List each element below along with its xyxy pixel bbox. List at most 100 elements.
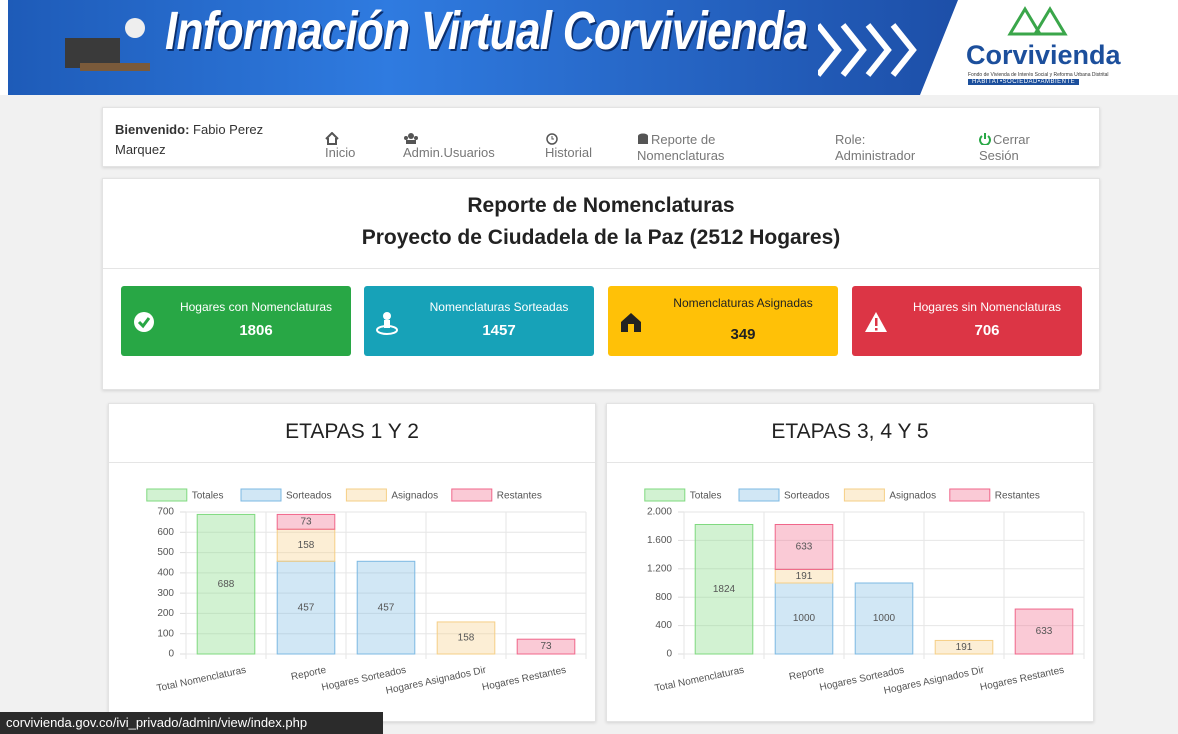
data-label: 191	[956, 642, 973, 653]
tagline: HÁBITAT•SOCIEDAD•AMBIENTE	[968, 79, 1079, 85]
data-label: 73	[540, 641, 552, 652]
data-label: 158	[458, 633, 475, 644]
x-tick-label: Hogares Restantes	[481, 665, 567, 694]
chart-panel: ETAPAS 3, 4 Y 5 0 400 800 1.200 1.600 2.000 To…	[606, 403, 1094, 722]
x-tick-label: Reporte	[290, 665, 328, 683]
banner-chevrons	[818, 20, 918, 80]
data-label: 457	[378, 602, 395, 613]
y-tick-label: 800	[655, 592, 672, 603]
banner-title: Información Virtual Corvivienda	[165, 0, 807, 62]
legend-label: Totales	[690, 491, 722, 502]
welcome-label: Bienvenido:	[115, 122, 189, 137]
y-tick-label: 500	[157, 547, 174, 558]
welcome: Bienvenido: Fabio Perez Marquez	[115, 120, 295, 160]
card-label: Hogares sin Nomenclaturas	[892, 300, 1082, 314]
data-label: 633	[1036, 626, 1053, 637]
nav-link[interactable]: Admin.Usuarios	[403, 132, 523, 161]
legend-label: Restantes	[497, 491, 542, 502]
data-label: 73	[300, 516, 312, 527]
page: Información Virtual Corvivienda Corvivie…	[0, 0, 1178, 734]
logo-icon	[1005, 4, 1075, 38]
x-tick-label: Hogares Restantes	[979, 665, 1065, 694]
stat-card: Nomenclaturas Sorteadas 1457	[364, 286, 594, 356]
y-tick-label: 1.200	[647, 563, 672, 574]
nav-link[interactable]: Inicio	[325, 132, 385, 161]
data-label: 688	[218, 579, 235, 590]
icon	[864, 311, 888, 333]
legend-swatch	[241, 489, 281, 501]
data-label: 1000	[873, 613, 896, 624]
legend-label: Asignados	[889, 491, 936, 502]
chart-title: ETAPAS 1 Y 2	[109, 420, 595, 444]
legend-label: Asignados	[391, 491, 438, 502]
x-tick-label: Total Nomenclaturas	[156, 665, 247, 695]
legend-swatch	[950, 489, 990, 501]
y-tick-label: 100	[157, 628, 174, 639]
card-value: 706	[892, 322, 1082, 339]
legend-swatch	[147, 489, 187, 501]
card-value: 1457	[404, 322, 594, 339]
card-value: 349	[648, 326, 838, 343]
legend-swatch	[346, 489, 386, 501]
icon	[403, 132, 419, 145]
legend-label: Totales	[192, 491, 224, 502]
banner: Información Virtual Corvivienda Corvivie…	[0, 0, 1178, 95]
divider	[103, 268, 1099, 269]
icon	[376, 311, 398, 335]
card-label: Nomenclaturas Asignadas	[648, 296, 838, 310]
chart-panel: ETAPAS 1 Y 2 0100200300400500600700Total…	[108, 403, 596, 722]
banner-illustration	[60, 8, 160, 93]
logo-subtitle: Fondo de Vivienda de Interés Social y Re…	[968, 72, 1109, 78]
y-tick-label: 600	[157, 527, 174, 538]
report-title: Reporte de Nomenclaturas	[103, 194, 1099, 218]
nav-label[interactable]: Inicio	[325, 145, 355, 160]
legend-label: Restantes	[995, 491, 1040, 502]
y-tick-label: 200	[157, 608, 174, 619]
y-tick-label: 700	[157, 507, 174, 518]
nav-label[interactable]: Reporte de Nomenclaturas	[637, 132, 724, 163]
nav-label[interactable]: Admin.Usuarios	[403, 145, 495, 160]
stat-card: Hogares con Nomenclaturas 1806	[121, 286, 351, 356]
report-subtitle: Proyecto de Ciudadela de la Paz (2512 Ho…	[103, 226, 1099, 250]
status-bar: corvivienda.gov.co/ivi_privado/admin/vie…	[0, 712, 383, 734]
data-label: 191	[796, 571, 813, 582]
legend-swatch	[844, 489, 884, 501]
legend-label: Sorteados	[286, 491, 332, 502]
y-tick-label: 0	[168, 649, 174, 660]
icon	[979, 133, 991, 145]
card-label: Hogares con Nomenclaturas	[161, 300, 351, 314]
data-label: 1000	[793, 613, 816, 624]
legend-swatch	[739, 489, 779, 501]
legend-swatch	[645, 489, 685, 501]
y-tick-label: 400	[157, 567, 174, 578]
icon	[325, 132, 339, 145]
icon	[545, 132, 559, 145]
icon	[620, 311, 642, 333]
data-label: 457	[298, 602, 315, 613]
card-value: 1806	[161, 322, 351, 339]
stat-card: Nomenclaturas Asignadas 349	[608, 286, 838, 356]
chart: 0 400 800 1.200 1.600 2.000 Totales Sorteados As…	[607, 463, 1093, 721]
icon	[133, 311, 155, 333]
x-tick-label: Reporte	[788, 665, 826, 683]
y-tick-label: 2.000	[647, 507, 672, 518]
nav-link[interactable]: Reporte de Nomenclaturas	[637, 132, 742, 164]
nav-link[interactable]: Historial	[545, 132, 615, 161]
logout[interactable]: Cerrar Sesión	[979, 132, 1049, 164]
chart-title: ETAPAS 3, 4 Y 5	[607, 420, 1093, 444]
y-tick-label: 400	[655, 620, 672, 631]
nav-label[interactable]: Historial	[545, 145, 592, 160]
legend-swatch	[452, 489, 492, 501]
role-label: Role: Administrador	[835, 132, 915, 163]
card-label: Nomenclaturas Sorteadas	[404, 300, 594, 314]
icon	[637, 133, 649, 145]
legend-label: Sorteados	[784, 491, 830, 502]
data-label: 633	[796, 542, 813, 553]
role: Role: Administrador	[835, 132, 935, 164]
nav-bar: Bienvenido: Fabio Perez Marquez Inicio A…	[102, 107, 1100, 167]
y-tick-label: 0	[666, 649, 672, 660]
report-card: Reporte de Nomenclaturas Proyecto de Ciu…	[102, 178, 1100, 390]
data-label: 1824	[713, 584, 736, 595]
y-tick-label: 1.600	[647, 535, 672, 546]
